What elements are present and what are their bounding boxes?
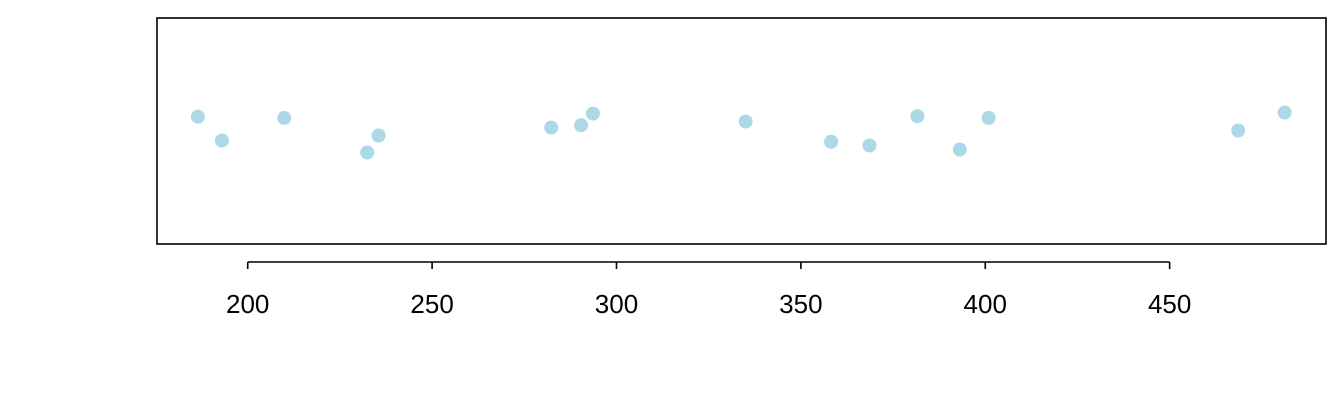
data-point-3 (360, 145, 375, 160)
data-point-9 (824, 134, 839, 149)
data-point-14 (1231, 123, 1246, 138)
data-point-2 (277, 110, 292, 125)
plot-frame (156, 17, 1327, 245)
data-point-1 (214, 133, 229, 148)
data-point-8 (738, 114, 753, 129)
data-point-7 (585, 106, 600, 121)
points-layer (190, 105, 1292, 160)
x-tick-label-450: 450 (1148, 289, 1191, 319)
data-point-6 (574, 118, 589, 133)
data-point-15 (1277, 105, 1292, 120)
x-tick-label-250: 250 (410, 289, 453, 319)
data-point-4 (371, 128, 386, 143)
x-tick-label-400: 400 (964, 289, 1007, 319)
data-point-11 (910, 109, 925, 124)
data-point-0 (190, 109, 205, 124)
data-point-12 (952, 142, 967, 157)
x-tick-label-300: 300 (595, 289, 638, 319)
data-point-13 (981, 110, 996, 125)
data-point-5 (544, 120, 559, 135)
x-tick-label-200: 200 (226, 289, 269, 319)
x-axis: 200 250 300 350 400 450 (226, 261, 1191, 319)
x-tick-label-350: 350 (779, 289, 822, 319)
data-point-10 (862, 138, 877, 153)
